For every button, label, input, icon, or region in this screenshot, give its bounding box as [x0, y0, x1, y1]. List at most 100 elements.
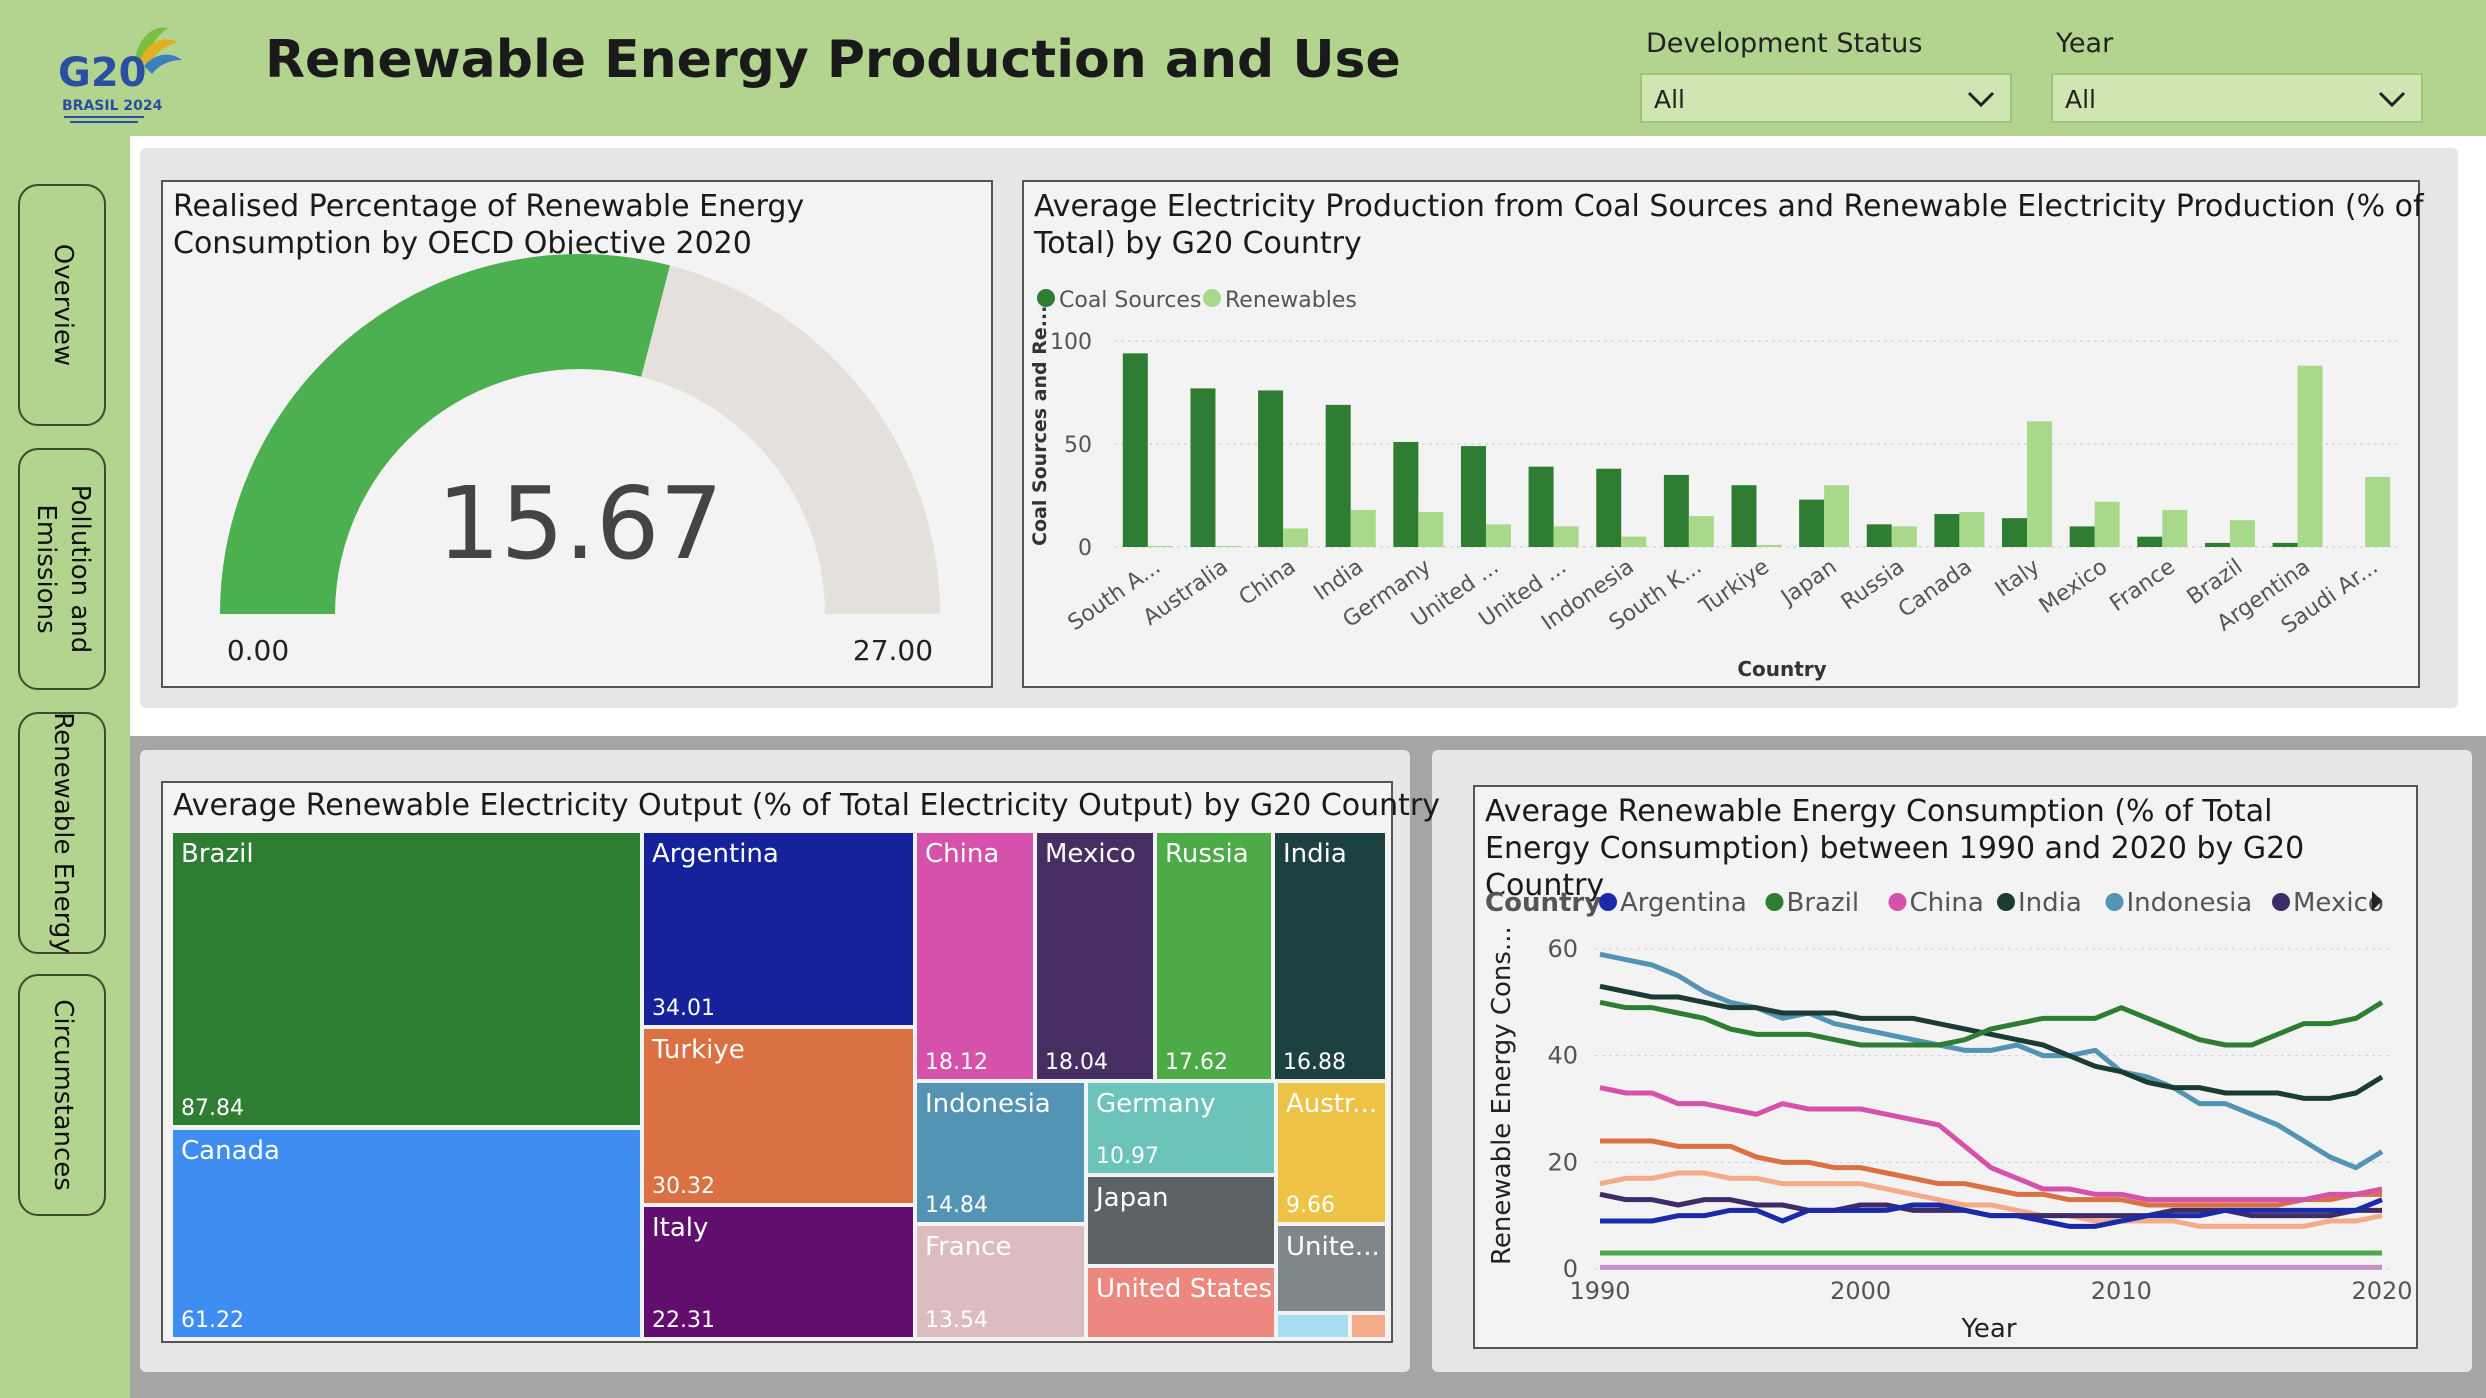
development-status-dropdown[interactable]: All: [1640, 73, 2012, 123]
line-chart: Country Argentina Brazil China India Indones…: [1485, 888, 2413, 1344]
line-y-tick-label: 0: [1563, 1255, 1578, 1283]
line-series-china[interactable]: [1599, 1085, 2383, 1203]
legend-label: India: [2018, 888, 2082, 918]
gauge-fill[interactable]: [220, 253, 670, 614]
treemap-tile-name: Mexico: [1045, 839, 1136, 869]
treemap-tile-russia[interactable]: Russia 17.62: [1157, 833, 1271, 1079]
line-series-brazil[interactable]: [1599, 999, 2384, 1048]
legend-coal-label: Coal Sources: [1059, 288, 1201, 313]
bar-renewables[interactable]: [1283, 528, 1309, 547]
legend-marker: [2272, 893, 2290, 911]
line-series-india[interactable]: [1599, 983, 2384, 1101]
bar-renewables[interactable]: [2229, 520, 2255, 547]
line-series-indonesia[interactable]: [1599, 951, 2384, 1171]
treemap-tile-austr[interactable]: Austr... 9.66: [1278, 1083, 1385, 1222]
nav-overview-label: Overview: [47, 243, 78, 367]
treemap-title: Average Renewable Electricity Output (% …: [173, 788, 1441, 823]
treemap-tile-canada[interactable]: Canada 61.22: [173, 1130, 640, 1337]
treemap-tile-name: Austr...: [1286, 1089, 1378, 1119]
year-value: All: [2065, 85, 2096, 114]
treemap-tile-united-states[interactable]: United States: [1088, 1268, 1274, 1337]
treemap-tile-value: 16.88: [1283, 1050, 1346, 1075]
treemap-tile-name: Argentina: [652, 839, 779, 869]
bar-renewables[interactable]: [1553, 526, 1579, 547]
treemap-tile-china[interactable]: China 18.12: [917, 833, 1033, 1079]
bar-coal[interactable]: [2137, 536, 2163, 547]
legend-next-arrow-icon[interactable]: [2372, 891, 2382, 911]
treemap-tile-turkiye[interactable]: Turkiye 30.32: [644, 1029, 913, 1203]
bar-renewables[interactable]: [2094, 501, 2120, 547]
treemap-tile-name: United States: [1096, 1274, 1273, 1304]
bar-coal[interactable]: [1258, 390, 1284, 547]
bar-renewables[interactable]: [1756, 544, 1782, 547]
bar-renewables[interactable]: [2365, 476, 2391, 547]
logo-sub-text: BRASIL 2024: [62, 98, 163, 114]
gauge-title: Realised Percentage of Renewable Energy …: [173, 189, 805, 261]
bar-renewables[interactable]: [1418, 511, 1444, 547]
bar-renewables[interactable]: [1824, 485, 1850, 547]
treemap-tile-germany[interactable]: Germany 10.97: [1088, 1083, 1274, 1173]
bar-coal[interactable]: [1528, 466, 1554, 547]
treemap-tile-value: 14.84: [925, 1193, 988, 1218]
bar-coal[interactable]: [1190, 388, 1216, 547]
line-series-argentina[interactable]: [1600, 1197, 2383, 1229]
nav-circumstances-label: Circumstances: [47, 999, 78, 1191]
treemap-tile-name: Russia: [1165, 839, 1249, 869]
bar-coal[interactable]: [1393, 441, 1419, 547]
line-series[interactable]: [1599, 1170, 2383, 1229]
bar-renewables[interactable]: [1485, 524, 1511, 547]
bar-renewables[interactable]: [2162, 509, 2188, 547]
bar-renewables[interactable]: [2297, 365, 2323, 547]
bar-coal[interactable]: [1596, 468, 1622, 547]
bar-coal[interactable]: [2069, 526, 2095, 547]
bar-renewables[interactable]: [1688, 516, 1714, 547]
gauge-value: 15.67: [437, 465, 723, 582]
treemap-tile-name: Germany: [1096, 1089, 1216, 1119]
treemap-tile[interactable]: [1278, 1315, 1348, 1337]
bar-coal[interactable]: [2002, 518, 2028, 547]
line-series[interactable]: [1600, 1138, 2382, 1208]
year-dropdown[interactable]: All: [2051, 73, 2423, 123]
bar-renewables[interactable]: [1891, 526, 1917, 547]
treemap-tile-value: 9.66: [1286, 1193, 1335, 1218]
bar-renewables[interactable]: [2027, 421, 2053, 547]
bar-coal[interactable]: [2272, 542, 2298, 547]
bar-renewables[interactable]: [1621, 536, 1647, 547]
bar-coal[interactable]: [1663, 474, 1689, 547]
treemap-tile-unite[interactable]: Unite...: [1278, 1226, 1385, 1311]
bar-coal[interactable]: [2204, 542, 2230, 547]
bar-renewables[interactable]: [1215, 545, 1241, 547]
treemap-tile[interactable]: [1352, 1315, 1385, 1337]
treemap-tile-indonesia[interactable]: Indonesia 14.84: [917, 1083, 1084, 1222]
gauge-panel: Realised Percentage of Renewable Energy …: [161, 180, 993, 688]
bar-y-tick-label: 100: [1050, 330, 1092, 355]
nav-overview-button[interactable]: Overview: [18, 184, 106, 426]
treemap-tile-mexico[interactable]: Mexico 18.04: [1037, 833, 1153, 1079]
line-x-tick-label: 2010: [2091, 1277, 2152, 1305]
bar-chart: Coal Sources Renewables Coal Sources and…: [1029, 288, 2399, 681]
bar-coal[interactable]: [1731, 485, 1757, 547]
bar-renewables[interactable]: [1147, 545, 1173, 547]
treemap-tile-name: France: [925, 1232, 1012, 1262]
treemap-tile-italy[interactable]: Italy 22.31: [644, 1207, 913, 1337]
treemap-tile-argentina[interactable]: Argentina 34.01: [644, 833, 913, 1025]
bar-coal[interactable]: [1122, 353, 1148, 547]
bar-renewables[interactable]: [1350, 509, 1376, 547]
nav-renewable-energy-button[interactable]: Renewable Energy: [18, 712, 106, 954]
nav-circumstances-button[interactable]: Circumstances: [18, 974, 106, 1216]
treemap-tile-value: 18.04: [1045, 1050, 1108, 1075]
bar-x-tick-label: China: [1235, 554, 1301, 611]
treemap-tile-value: 87.84: [181, 1096, 244, 1121]
treemap-tile-india[interactable]: India 16.88: [1275, 833, 1385, 1079]
treemap-tile-brazil[interactable]: Brazil 87.84: [173, 833, 640, 1125]
treemap-tile-france[interactable]: France 13.54: [917, 1226, 1084, 1337]
nav-pollution-emissions-button[interactable]: Pollution and Emissions: [18, 448, 106, 690]
g20-brasil-logo: G20 BRASIL 2024: [40, 10, 190, 130]
bar-coal[interactable]: [1866, 524, 1892, 547]
bar-renewables[interactable]: [1959, 511, 1985, 547]
bar-coal[interactable]: [1934, 514, 1960, 547]
bar-coal[interactable]: [1460, 446, 1486, 547]
bar-coal[interactable]: [1325, 404, 1351, 547]
treemap-tile-japan[interactable]: Japan: [1088, 1177, 1274, 1264]
bar-coal[interactable]: [1799, 499, 1825, 547]
